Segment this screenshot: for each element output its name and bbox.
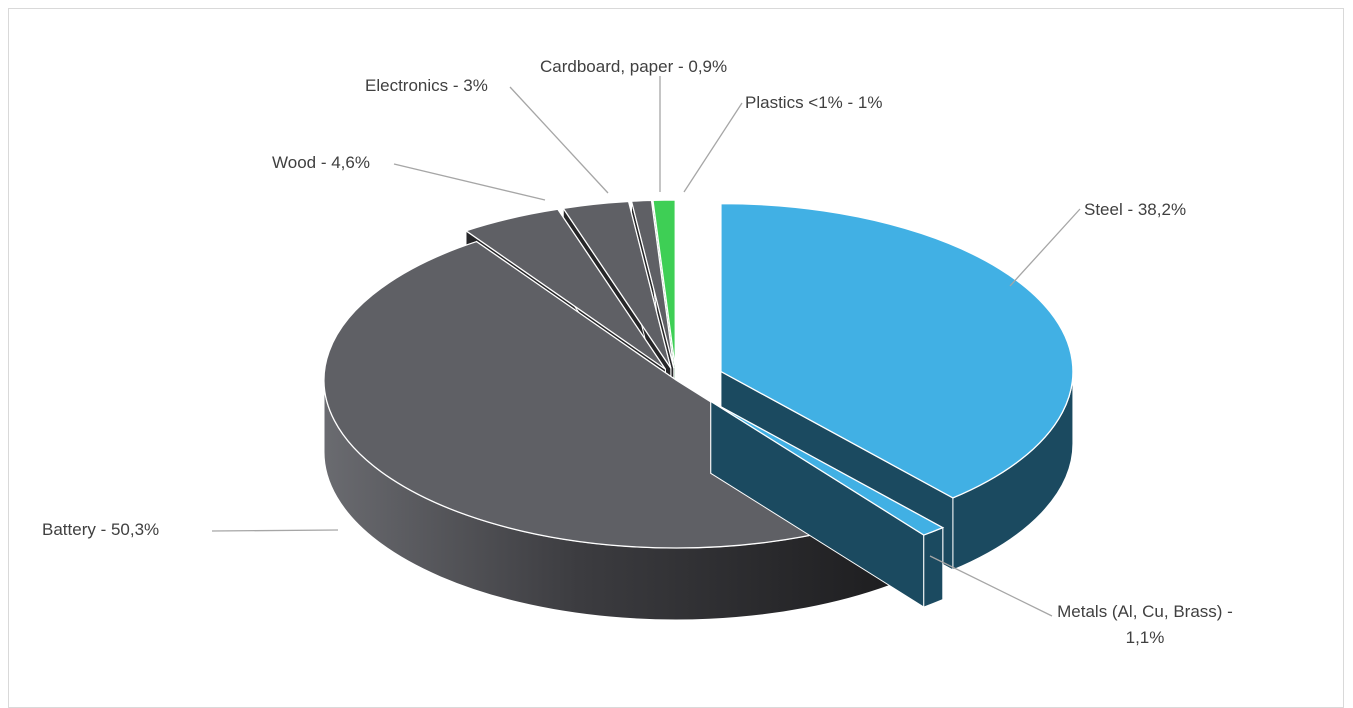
leader-line-wood bbox=[393, 163, 546, 201]
data-label-battery: Battery - 50,3% bbox=[42, 520, 159, 539]
data-label-cardboard-paper: Cardboard, paper - 0,9% bbox=[540, 57, 727, 76]
label-layer: Steel - 38,2% Metals (Al, Cu, Brass) - 1,1… bbox=[42, 57, 1233, 647]
leader-line-steel bbox=[1009, 208, 1081, 287]
leader-line-metals-al-cu-brass bbox=[929, 555, 1053, 617]
slice-side-metals-al-cu-brass bbox=[923, 526, 944, 608]
data-label-wood: Wood - 4,6% bbox=[272, 153, 370, 172]
data-label-electronics: Electronics - 3% bbox=[365, 76, 488, 95]
slice-metals-al-cu-brass bbox=[710, 400, 945, 608]
leader-line-plastics-1 bbox=[683, 102, 743, 193]
data-label-plastics-1: Plastics <1% - 1% bbox=[745, 93, 882, 112]
pie-layer bbox=[323, 199, 1074, 621]
data-label-metals-al-cu-brass: Metals (Al, Cu, Brass) - bbox=[1057, 602, 1233, 621]
data-label-metals-al-cu-brass-line2: 1,1% bbox=[1126, 628, 1165, 647]
slice-top-steel bbox=[720, 202, 1074, 499]
slice-top-wood bbox=[464, 208, 666, 370]
leader-line-battery bbox=[211, 529, 339, 532]
data-label-steel: Steel - 38,2% bbox=[1084, 200, 1186, 219]
leader-line-electronics bbox=[509, 86, 609, 194]
slice-top-cardboard-paper bbox=[630, 199, 675, 369]
slice-top-plastics-1 bbox=[652, 199, 676, 369]
slice-top-metals-al-cu-brass bbox=[710, 400, 945, 536]
slice-top-electronics bbox=[562, 200, 672, 369]
